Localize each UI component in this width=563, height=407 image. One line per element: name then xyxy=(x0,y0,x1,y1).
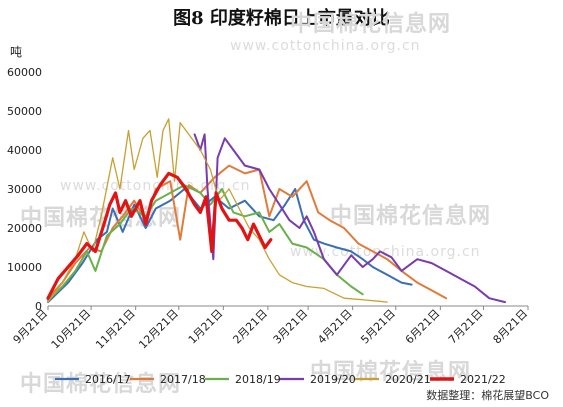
x-tick-label: 11月21日 xyxy=(93,307,138,352)
x-tick-label: 12月21日 xyxy=(136,307,181,352)
x-tick-label: 5月21日 xyxy=(358,307,398,347)
y-tick-label: 40000 xyxy=(7,144,42,157)
watermark-url: www.cottonchina.org.cn xyxy=(230,38,421,54)
series-line-2020-21 xyxy=(47,118,388,303)
legend-label: 2019/20 xyxy=(310,373,356,386)
legend-label: 2016/17 xyxy=(85,373,131,386)
y-axis-unit-label: 吨 xyxy=(10,45,23,59)
y-tick-label: 20000 xyxy=(7,222,42,235)
watermark-text: 中国棉花信息网 xyxy=(310,360,472,385)
y-tick-label: 50000 xyxy=(7,105,42,118)
x-tick-label: 8月21日 xyxy=(491,307,531,347)
legend-label: 2018/19 xyxy=(235,373,281,386)
series-line-2017-18 xyxy=(47,164,448,300)
y-tick-label: 10000 xyxy=(7,261,42,274)
watermark-text: 中国棉花信息网 xyxy=(330,204,492,229)
x-tick-label: 4月21日 xyxy=(315,307,355,347)
y-tick-label: 30000 xyxy=(7,183,42,196)
x-tick-label: 6月21日 xyxy=(403,307,443,347)
x-tick-label: 2月21日 xyxy=(230,307,270,347)
legend-label: 2017/18 xyxy=(160,373,206,386)
y-tick-label: 0 xyxy=(35,300,42,313)
y-tick-label: 60000 xyxy=(7,66,42,79)
x-tick-label: 1月21日 xyxy=(186,307,226,347)
x-tick-label: 10月21日 xyxy=(49,307,94,352)
series-line-2021-22 xyxy=(46,171,273,300)
x-tick-label: 9月21日 xyxy=(11,307,51,347)
x-tick-label: 7月21日 xyxy=(446,307,486,347)
legend-label: 2020/21 xyxy=(385,373,431,386)
chart-title: 图8 印度籽棉日上市量对比 xyxy=(173,8,390,29)
legend-label: 2021/22 xyxy=(460,373,506,386)
watermark-text: 中国棉花信息网 xyxy=(20,372,182,397)
data-source-note: 数据整理：棉花展望BCO xyxy=(426,389,549,402)
series-line-2019-20 xyxy=(193,133,506,304)
x-tick-label: 3月21日 xyxy=(271,307,311,347)
watermark-text: 中国棉花信息网 xyxy=(290,12,452,37)
